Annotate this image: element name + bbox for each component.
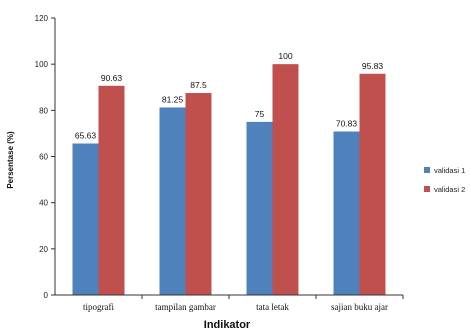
bar-group xyxy=(72,64,386,296)
y-tick-label: 100 xyxy=(35,60,49,69)
bar-2 xyxy=(272,64,299,296)
bar-1 xyxy=(159,107,186,296)
y-axis-title: Persentase (%) xyxy=(6,131,15,189)
bar-1 xyxy=(333,131,360,295)
y-tick-label: 120 xyxy=(35,14,49,23)
y-tick-label: 20 xyxy=(39,245,48,254)
data-label: 95.83 xyxy=(362,61,384,71)
legend-swatch xyxy=(424,167,430,173)
legend: validasi 1 validasi 2 xyxy=(424,166,465,194)
data-labels: 65.63 90.63 81.25 87.5 75 100 70.83 95.83 xyxy=(75,51,384,140)
bar-2 xyxy=(359,73,386,295)
legend-label: validasi 1 xyxy=(434,166,465,175)
data-label: 87.5 xyxy=(190,80,207,90)
bar-2 xyxy=(185,93,212,295)
legend-label: validasi 2 xyxy=(434,185,465,194)
category-label: tata letak xyxy=(256,302,289,312)
y-tick-label: 0 xyxy=(44,291,49,300)
y-tick-label: 80 xyxy=(39,106,48,115)
legend-swatch xyxy=(424,186,430,192)
data-label: 75 xyxy=(255,109,265,119)
data-label: 90.63 xyxy=(101,73,123,83)
bar-2 xyxy=(98,85,125,296)
data-label: 81.25 xyxy=(162,94,184,104)
data-label: 100 xyxy=(278,51,292,61)
bar-1 xyxy=(246,121,273,295)
category-label: sajian buku ajar xyxy=(331,302,388,312)
y-tick-label: 40 xyxy=(39,199,48,208)
data-label: 65.63 xyxy=(75,131,97,141)
y-tick-label: 60 xyxy=(39,153,48,162)
x-axis-title: Indikator xyxy=(204,319,251,331)
y-axis-ticks: 0 20 40 60 80 100 120 xyxy=(35,14,55,300)
bar-1 xyxy=(72,143,99,295)
category-label: tampilan gambar xyxy=(155,302,216,312)
category-labels: tipografi tampilan gambar tata letak sajian… xyxy=(83,295,404,312)
category-label: tipografi xyxy=(83,302,114,312)
data-label: 70.83 xyxy=(336,119,358,129)
